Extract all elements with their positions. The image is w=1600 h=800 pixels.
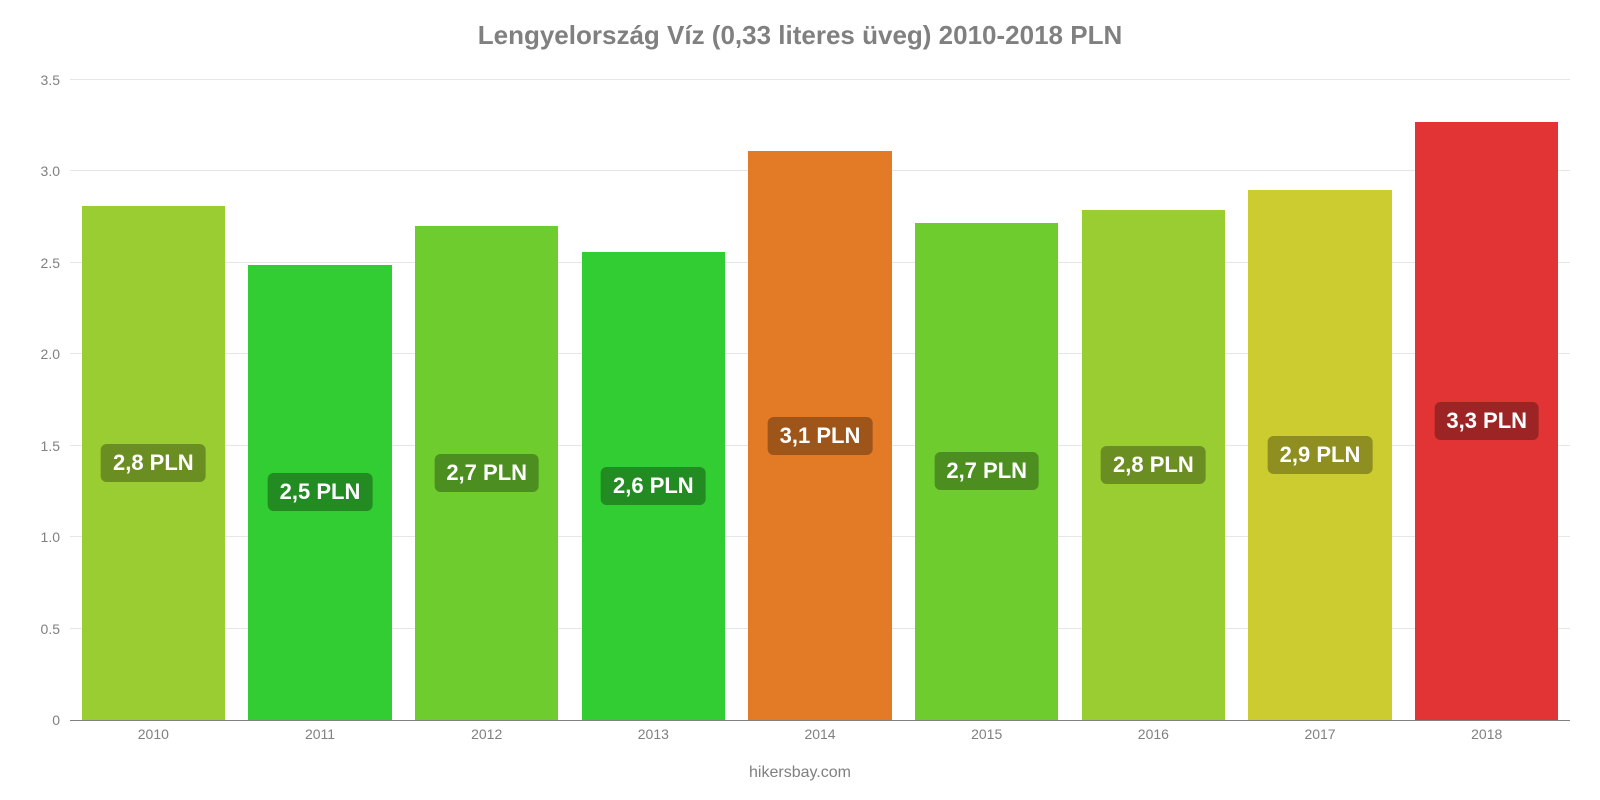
- bar-value-label: 2,8 PLN: [1101, 446, 1206, 484]
- bar-slot: 3,1 PLN: [737, 80, 904, 720]
- bar: 2,8 PLN: [82, 206, 225, 720]
- bar-slot: 2,9 PLN: [1237, 80, 1404, 720]
- bar-chart: Lengyelország Víz (0,33 literes üveg) 20…: [0, 0, 1600, 800]
- x-tick-label: 2016: [1070, 726, 1237, 742]
- bar-slot: 2,7 PLN: [903, 80, 1070, 720]
- bar-value-label: 2,5 PLN: [268, 473, 373, 511]
- bar-slot: 3,3 PLN: [1403, 80, 1570, 720]
- attribution-text: hikersbay.com: [0, 764, 1600, 782]
- x-tick-label: 2013: [570, 726, 737, 742]
- x-tick-label: 2014: [737, 726, 904, 742]
- bars-container: 2,8 PLN 2,5 PLN 2,7 PLN 2,6 PLN 3,1 PLN 2,7 P…: [70, 80, 1570, 720]
- bar-slot: 2,8 PLN: [70, 80, 237, 720]
- y-tick-label: 3.0: [41, 163, 70, 179]
- x-axis-line: [70, 720, 1570, 721]
- y-tick-label: 1.5: [41, 438, 70, 454]
- y-tick-label: 1.0: [41, 529, 70, 545]
- x-tick-label: 2010: [70, 726, 237, 742]
- bar: 2,6 PLN: [582, 252, 725, 720]
- y-tick-label: 2.0: [41, 346, 70, 362]
- y-tick-label: 0.5: [41, 621, 70, 637]
- bar-slot: 2,6 PLN: [570, 80, 737, 720]
- x-axis-labels: 201020112012201320142015201620172018: [70, 726, 1570, 742]
- bar-slot: 2,7 PLN: [403, 80, 570, 720]
- x-tick-label: 2011: [237, 726, 404, 742]
- bar: 2,8 PLN: [1082, 210, 1225, 720]
- bar-value-label: 3,3 PLN: [1434, 402, 1539, 440]
- bar: 2,7 PLN: [415, 226, 558, 720]
- bar: 2,9 PLN: [1248, 190, 1391, 720]
- bar: 2,5 PLN: [248, 265, 391, 720]
- x-tick-label: 2017: [1237, 726, 1404, 742]
- x-tick-label: 2012: [403, 726, 570, 742]
- bar: 3,1 PLN: [748, 151, 891, 720]
- y-tick-label: 0: [52, 712, 70, 728]
- x-tick-label: 2015: [903, 726, 1070, 742]
- bar-slot: 2,8 PLN: [1070, 80, 1237, 720]
- bar-slot: 2,5 PLN: [237, 80, 404, 720]
- y-tick-label: 2.5: [41, 255, 70, 271]
- bar-value-label: 2,6 PLN: [601, 467, 706, 505]
- bar: 2,7 PLN: [915, 223, 1058, 720]
- x-tick-label: 2018: [1403, 726, 1570, 742]
- bar-value-label: 3,1 PLN: [768, 417, 873, 455]
- chart-title: Lengyelország Víz (0,33 literes üveg) 20…: [0, 20, 1600, 51]
- bar-value-label: 2,9 PLN: [1268, 436, 1373, 474]
- bar-value-label: 2,7 PLN: [434, 454, 539, 492]
- y-tick-label: 3.5: [41, 72, 70, 88]
- plot-area: 00.51.01.52.02.53.03.5 2,8 PLN2,5 PLN2,7…: [70, 80, 1570, 720]
- bar-value-label: 2,7 PLN: [934, 452, 1039, 490]
- bar-value-label: 2,8 PLN: [101, 444, 206, 482]
- bar: 3,3 PLN: [1415, 122, 1558, 720]
